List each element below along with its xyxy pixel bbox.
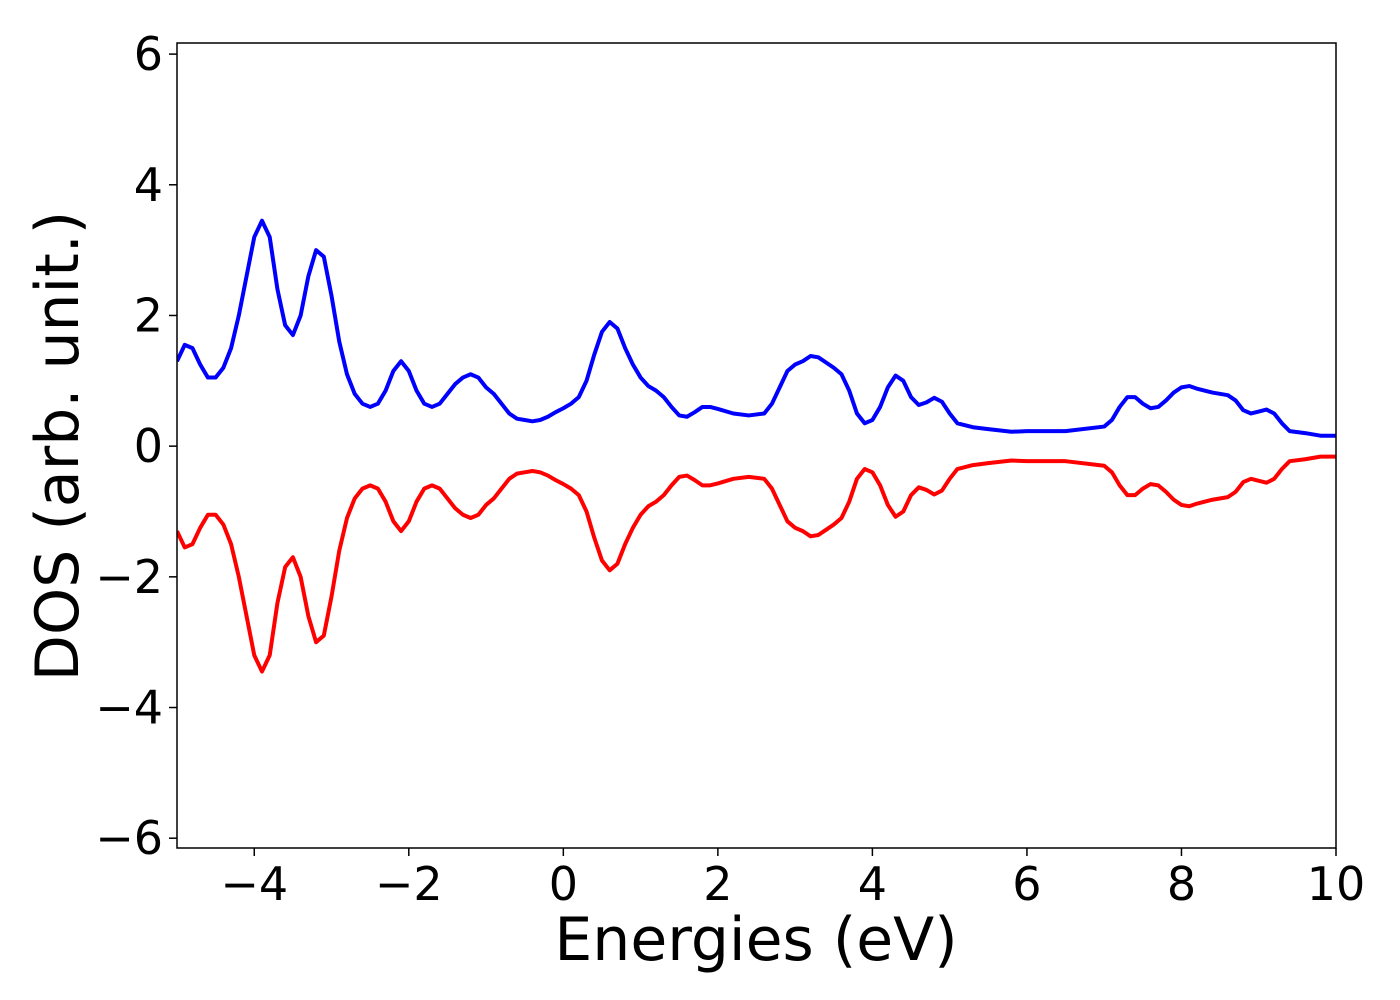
y-tick-label: −4 bbox=[95, 681, 163, 735]
y-tick-label: 2 bbox=[134, 288, 163, 342]
x-tick-label: 8 bbox=[1167, 857, 1196, 911]
plot-frame bbox=[176, 42, 1337, 849]
x-tick-label: 4 bbox=[858, 857, 887, 911]
line bbox=[177, 454, 1336, 674]
x-tick-label: 2 bbox=[703, 857, 732, 911]
y-tick-label: 4 bbox=[134, 158, 163, 212]
y-tick-label: −6 bbox=[95, 811, 163, 865]
x-tick-label: 6 bbox=[1012, 857, 1041, 911]
x-tick-label: 0 bbox=[549, 857, 578, 911]
y-tick-label: 0 bbox=[134, 419, 163, 473]
x-tick-label: 10 bbox=[1307, 857, 1366, 911]
y-axis-label: DOS (arb. unit.) bbox=[23, 211, 93, 681]
y-tick-label: −2 bbox=[95, 550, 163, 604]
x-axis-label: Energies (eV) bbox=[554, 905, 957, 975]
line bbox=[177, 218, 1336, 438]
x-tick-label: −4 bbox=[220, 857, 288, 911]
y-tick-label: 6 bbox=[134, 27, 163, 81]
x-tick-label: −2 bbox=[375, 857, 443, 911]
